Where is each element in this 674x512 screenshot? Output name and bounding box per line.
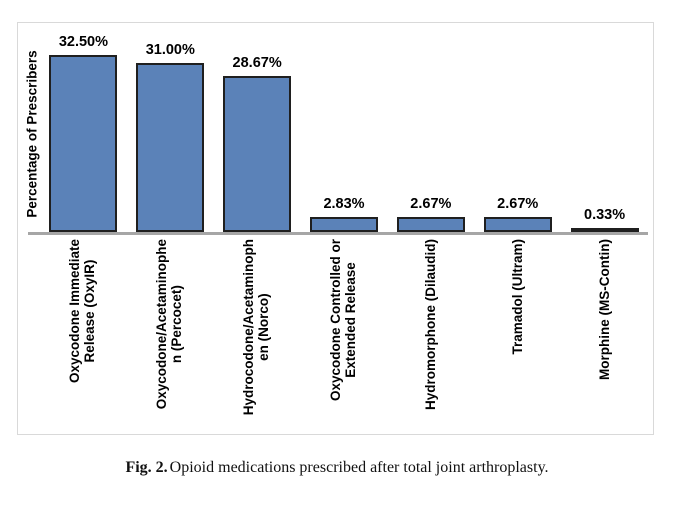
x-axis-category-label: Morphine (MS-Contin) bbox=[596, 239, 612, 380]
plot-area: 32.50% 31.00% 28.67% 2.83% 2.67% 2.67% 0.33% bbox=[40, 23, 648, 232]
figure-caption-text: Opioid medications prescribed after tota… bbox=[169, 459, 549, 476]
bar bbox=[310, 216, 378, 232]
x-axis-category-label: Hydrocodone/Acetaminoph en (Norco) bbox=[241, 239, 272, 416]
x-axis-category-rotator: Tramadol (Ultram) bbox=[509, 239, 527, 427]
bar-column: 2.67% bbox=[387, 23, 474, 232]
x-axis-category: Morphine (MS-Contin) bbox=[561, 236, 648, 430]
bar bbox=[396, 217, 465, 232]
x-axis-labels: Oxycodone Immediate Release (OxyIR) Oxyco… bbox=[40, 236, 648, 430]
chart-frame: Percentage of Prescribers 32.50% 31.00% 28… bbox=[17, 22, 654, 435]
bar bbox=[49, 54, 118, 232]
x-axis-category: Oxycodone Immediate Release (OxyIR) bbox=[40, 236, 127, 430]
bar-value-label: 2.67% bbox=[497, 196, 539, 213]
x-axis-line bbox=[28, 232, 648, 235]
bar-column: 28.67% bbox=[214, 23, 301, 232]
x-axis-category-rotator: Hydromorphone (Dilaudid) bbox=[422, 239, 440, 427]
bar-value-label: 31.00% bbox=[145, 42, 195, 59]
bar-column: 2.67% bbox=[474, 23, 561, 232]
x-axis-category: Hydromorphone (Dilaudid) bbox=[387, 236, 474, 430]
x-axis-category-label: Oxycodone Controlled or Extended Release bbox=[327, 239, 359, 402]
bar bbox=[223, 75, 292, 232]
x-axis-category-rotator: Oxycodone Immediate Release (OxyIR) bbox=[67, 239, 99, 427]
bar-column: 0.33% bbox=[561, 23, 648, 232]
x-axis-category: Tramadol (Ultram) bbox=[474, 236, 561, 430]
x-axis-category-label: Tramadol (Ultram) bbox=[509, 239, 525, 355]
bar-value-label: 32.50% bbox=[58, 33, 109, 50]
x-axis-category: Hydrocodone/Acetaminoph en (Norco) bbox=[214, 236, 301, 430]
x-axis-category-label: Hydromorphone (Dilaudid) bbox=[422, 239, 438, 410]
bar-value-label: 2.67% bbox=[410, 196, 452, 213]
bar-value-label: 0.33% bbox=[584, 207, 626, 223]
figure-caption-number: Fig. 2. bbox=[125, 459, 168, 476]
bar-column: 2.83% bbox=[301, 23, 388, 232]
bar bbox=[136, 63, 205, 232]
x-axis-category: Oxycodone/Acetaminophe n (Percocet) bbox=[127, 236, 214, 430]
x-axis-category-label: Oxycodone/Acetaminophe n (Percocet) bbox=[154, 239, 185, 410]
x-axis-category-rotator: Hydrocodone/Acetaminoph en (Norco) bbox=[241, 239, 273, 427]
bar-value-label: 2.83% bbox=[323, 195, 365, 212]
bar-column: 32.50% bbox=[40, 23, 127, 232]
x-axis-category-label: Oxycodone Immediate Release (OxyIR) bbox=[67, 239, 98, 384]
x-axis-category-rotator: Morphine (MS-Contin) bbox=[596, 239, 614, 427]
bar-column: 31.00% bbox=[127, 23, 214, 232]
x-axis-category-rotator: Oxycodone Controlled or Extended Release bbox=[328, 239, 360, 427]
x-axis-category-rotator: Oxycodone/Acetaminophe n (Percocet) bbox=[154, 239, 186, 427]
bar bbox=[570, 228, 639, 232]
bar-value-label: 28.67% bbox=[232, 54, 282, 71]
bar bbox=[483, 217, 552, 232]
y-axis-title-text: Percentage of Prescribers bbox=[24, 49, 40, 218]
figure-caption: Fig. 2. Opioid medications prescribed aft… bbox=[0, 459, 674, 477]
x-axis-category: Oxycodone Controlled or Extended Release bbox=[301, 236, 388, 430]
